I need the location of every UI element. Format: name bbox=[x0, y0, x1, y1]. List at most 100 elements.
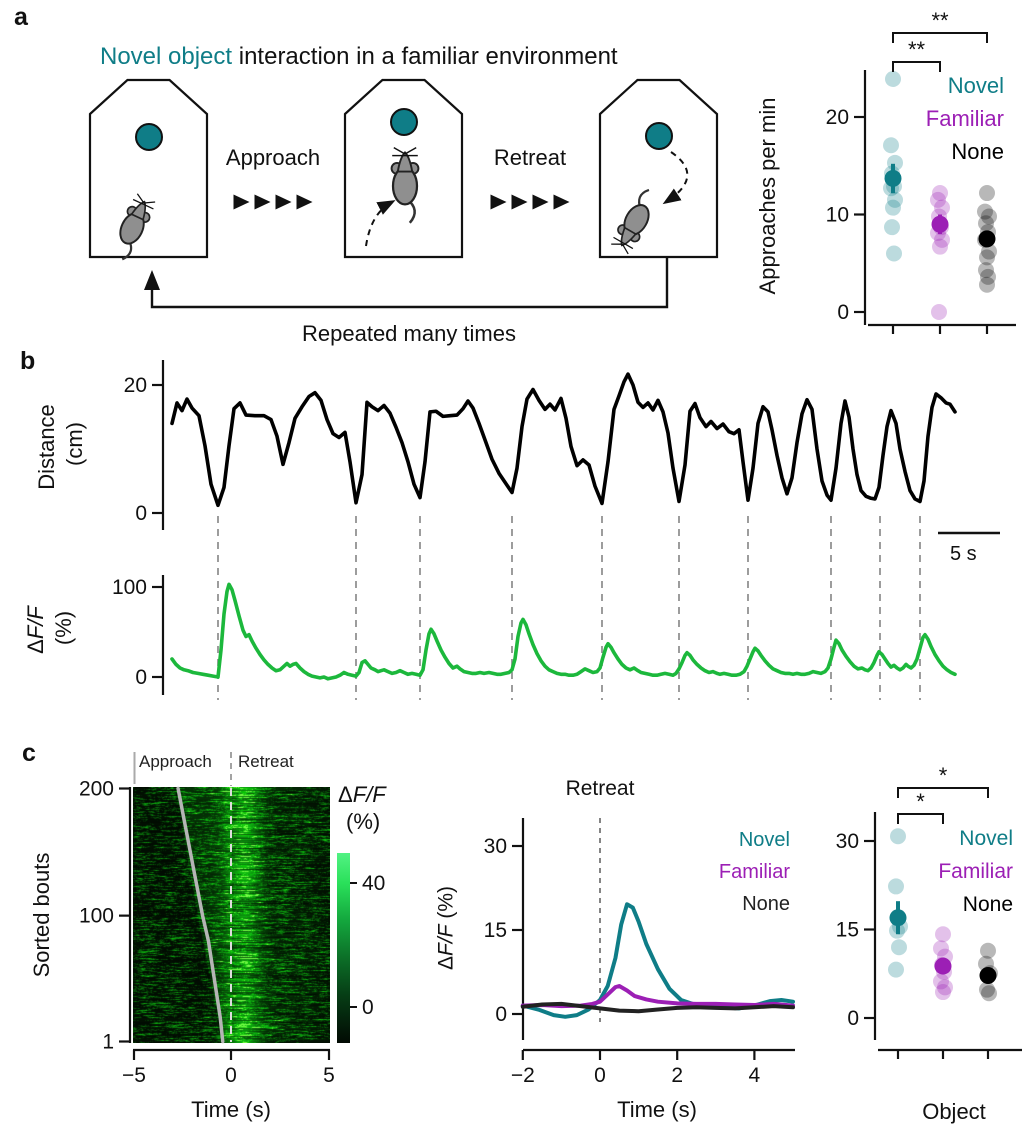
data-point bbox=[885, 199, 901, 216]
data-point bbox=[935, 984, 951, 1001]
significance-stars: * bbox=[939, 763, 948, 788]
data-point bbox=[932, 185, 948, 202]
legend-label: None bbox=[951, 139, 1004, 164]
delta-glyph: Δ bbox=[23, 639, 48, 654]
b-distance-ylabel-line2: (cm) bbox=[62, 422, 87, 466]
panel-a-letter: a bbox=[14, 3, 28, 31]
x-tick-label: −2 bbox=[511, 1064, 535, 1087]
x-tick-label: 0 bbox=[225, 1064, 237, 1087]
legend-label: Novel bbox=[959, 827, 1013, 850]
colorbar bbox=[337, 853, 350, 1043]
delta-glyph: Δ bbox=[338, 782, 353, 807]
panel-a-title-highlight: Novel object bbox=[100, 43, 233, 70]
y-tick-label: 0 bbox=[135, 666, 147, 689]
trace bbox=[170, 372, 957, 508]
y-tick-label: 0 bbox=[495, 1003, 507, 1026]
psth-ylabel: ΔF/F (%) bbox=[434, 886, 458, 971]
data-point bbox=[979, 185, 995, 202]
y-tick-label: 200 bbox=[79, 778, 114, 801]
a-scatter-ylabel: Approaches per min bbox=[755, 97, 780, 295]
mouse-head bbox=[620, 226, 637, 247]
significance-stars: * bbox=[916, 789, 925, 814]
mouse-whiskers bbox=[143, 203, 154, 210]
panel-a-title: Novel object interaction in a familiar e… bbox=[100, 44, 618, 69]
heatmap-ylabel: Sorted bouts bbox=[29, 852, 54, 978]
data-point bbox=[937, 979, 953, 996]
psth-trace bbox=[520, 1001, 795, 1014]
data-point bbox=[977, 203, 993, 220]
novel-object-icon bbox=[645, 122, 673, 150]
x-tick-label: 4 bbox=[749, 1064, 761, 1087]
ff-glyph: F/F bbox=[352, 782, 386, 807]
c-scatter-xlabel: Object bbox=[922, 1099, 986, 1124]
y-tick-label: 100 bbox=[112, 576, 147, 599]
data-point bbox=[933, 940, 949, 957]
data-point bbox=[888, 961, 904, 978]
mean-marker bbox=[884, 169, 902, 187]
y-tick-label: 100 bbox=[79, 905, 114, 928]
data-point bbox=[979, 981, 995, 998]
significance-stars: ** bbox=[931, 8, 949, 33]
approach-path-arrow bbox=[365, 200, 396, 247]
data-point bbox=[933, 973, 949, 990]
data-point bbox=[931, 304, 947, 320]
data-point bbox=[981, 208, 997, 225]
data-point bbox=[887, 191, 903, 208]
data-point bbox=[886, 245, 902, 262]
y-tick-label: 30 bbox=[484, 835, 507, 858]
mouse-whiskers bbox=[143, 201, 156, 204]
play-arrows-icon bbox=[275, 194, 292, 210]
y-tick-label: 1 bbox=[102, 1031, 114, 1054]
heatmap-retreat-annotation: Retreat bbox=[238, 752, 294, 771]
mouse-icon bbox=[119, 193, 156, 261]
significance-bracket bbox=[892, 32, 988, 43]
data-point bbox=[981, 243, 997, 260]
data-point bbox=[979, 276, 995, 293]
pct-glyph bbox=[435, 919, 458, 925]
y-tick-label: 0 bbox=[135, 502, 147, 525]
mouse-whiskers bbox=[613, 236, 624, 244]
significance-stars: ** bbox=[908, 37, 926, 62]
data-point bbox=[932, 238, 948, 255]
data-point bbox=[981, 985, 997, 1002]
mouse-body bbox=[391, 166, 419, 206]
significance-bracket bbox=[897, 813, 944, 824]
legend-label: Novel bbox=[948, 73, 1004, 98]
x-tick-label: 5 bbox=[323, 1064, 335, 1087]
repeat-label: Repeated many times bbox=[302, 321, 516, 346]
mouse-icon bbox=[390, 146, 420, 224]
data-point bbox=[935, 926, 951, 943]
panel-b-letter: b bbox=[20, 347, 36, 375]
mouse-whiskers bbox=[393, 146, 406, 155]
play-arrows-icon bbox=[490, 194, 507, 210]
play-arrows-icon bbox=[233, 194, 250, 210]
mean-marker bbox=[931, 215, 949, 233]
b-dff-ylabel-pct: (%) bbox=[51, 610, 76, 646]
data-point bbox=[884, 219, 900, 236]
play-arrows-icon bbox=[254, 194, 271, 210]
repeat-loop-arrow bbox=[150, 258, 669, 309]
retreat-path-arrow bbox=[662, 151, 689, 205]
ff-glyph: F/F bbox=[23, 606, 48, 640]
novel-object-icon bbox=[135, 123, 163, 151]
data-point bbox=[890, 828, 906, 845]
mean-marker bbox=[979, 967, 997, 985]
y-tick-label: 0 bbox=[847, 1007, 859, 1030]
x-tick-label: 0 bbox=[594, 1064, 606, 1087]
x-tick-label: −5 bbox=[122, 1064, 146, 1087]
chamber-outline bbox=[88, 78, 209, 259]
heatmap-approach-annotation: Approach bbox=[139, 752, 212, 771]
significance-bracket bbox=[897, 787, 989, 798]
legend-label: Familiar bbox=[719, 861, 790, 883]
delta-glyph: Δ bbox=[434, 955, 458, 971]
legend-label: Familiar bbox=[938, 860, 1013, 883]
y-tick-label: 15 bbox=[484, 919, 507, 942]
mouse-head bbox=[396, 151, 414, 173]
mouse-whiskers bbox=[622, 242, 634, 250]
panel-c-letter: c bbox=[22, 739, 36, 767]
significance-bracket bbox=[892, 61, 941, 72]
mouse-whiskers bbox=[621, 243, 629, 255]
legend-label: Novel bbox=[739, 829, 790, 851]
repeat-loop-arrowhead-icon bbox=[144, 270, 160, 290]
